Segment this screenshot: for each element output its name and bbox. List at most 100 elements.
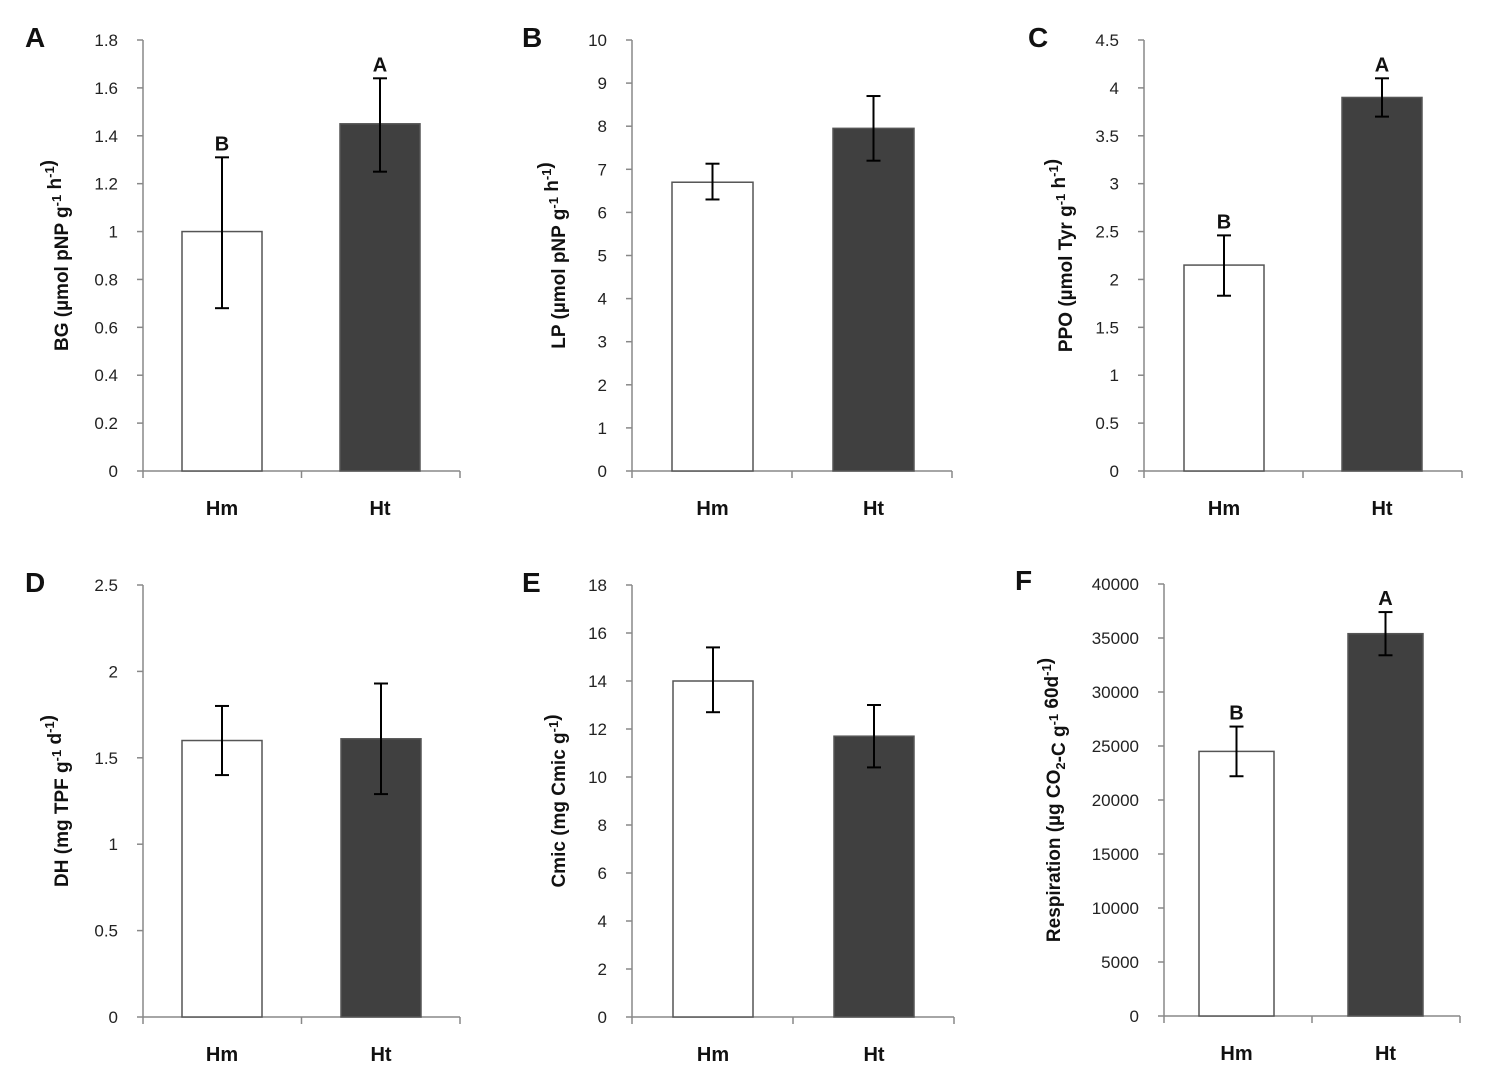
y-tick-label: 8 xyxy=(598,816,607,835)
y-tick-label: 0 xyxy=(1110,462,1119,481)
y-axis-label: DH (mg TPF g-1 d-1) xyxy=(38,715,73,887)
bar-Ht xyxy=(339,123,421,472)
y-tick-label: 14 xyxy=(588,672,607,691)
significance-letter: A xyxy=(373,54,387,76)
y-tick-label: 0.5 xyxy=(1095,414,1119,433)
bar-Ht xyxy=(1341,96,1423,472)
y-tick-label: 2 xyxy=(1110,270,1119,289)
y-tick-label: 0 xyxy=(1130,1007,1139,1026)
significance-letter: B xyxy=(1229,703,1243,725)
y-tick-label: 10000 xyxy=(1092,899,1139,918)
significance-letter: B xyxy=(1217,211,1231,233)
panel-A: A 0 0.2 0.4 0.6 0.8 1 1.2 1.4 1.6 1.8 B Hm A Ht BG (µmo… xyxy=(25,22,461,520)
y-tick-label: 0.2 xyxy=(94,414,118,433)
y-tick-label: 1.8 xyxy=(94,31,118,50)
category-label: Hm xyxy=(206,1044,238,1066)
y-tick-label: 1 xyxy=(109,223,118,242)
y-tick-label: 3.5 xyxy=(1095,127,1119,146)
y-axis-label: Respiration (µg CO2-C g-1 60d-1) xyxy=(1035,658,1070,942)
y-axis-label: BG (µmol pNP g-1 h-1) xyxy=(38,160,73,351)
panel-F: F 0 5000 10000 15000 20000 25000 30000 35000 4000… xyxy=(1015,565,1461,1065)
y-tick-label: 4 xyxy=(1110,79,1119,98)
y-tick-label: 1 xyxy=(598,419,607,438)
panel-letter: C xyxy=(1028,22,1048,53)
panel-D: D 0 0.5 1 1.5 2 2.5 Hm Ht DH (mg TPF g-1 d-1) xyxy=(25,567,461,1066)
bar-Hm xyxy=(181,739,263,1018)
y-tick-label: 0.8 xyxy=(94,270,118,289)
significance-letter: A xyxy=(1378,588,1392,610)
significance-letter: B xyxy=(215,133,229,155)
y-tick-label: 10 xyxy=(588,768,607,787)
y-tick-label: 9 xyxy=(598,74,607,93)
y-tick-label: 5000 xyxy=(1101,953,1139,972)
y-tick-label: 1.6 xyxy=(94,79,118,98)
y-tick-label: 0 xyxy=(109,1008,118,1027)
bar-Ht xyxy=(833,735,915,1018)
panel-letter: E xyxy=(522,567,541,598)
bar-Hm xyxy=(1183,264,1265,472)
y-tick-label: 7 xyxy=(598,160,607,179)
bar-Ht xyxy=(832,127,915,472)
y-tick-label: 4.5 xyxy=(1095,31,1119,50)
category-label: Ht xyxy=(369,498,390,520)
bar-Hm xyxy=(672,680,754,1018)
y-axis-label: LP (µmol pNP g-1 h-1) xyxy=(535,162,570,348)
y-tick-label: 10 xyxy=(588,31,607,50)
category-label: Ht xyxy=(863,498,884,520)
panel-E: E 0 2 4 6 8 10 12 14 16 18 Hm Ht Cmic (mg Cmic g-1) xyxy=(522,567,955,1066)
y-tick-label: 0.6 xyxy=(94,318,118,337)
y-tick-label: 5 xyxy=(598,247,607,266)
y-tick-label: 0 xyxy=(109,462,118,481)
bar-Hm xyxy=(1198,750,1275,1017)
y-tick-label: 1.2 xyxy=(94,175,118,194)
y-tick-label: 4 xyxy=(598,290,607,309)
y-tick-label: 0 xyxy=(598,462,607,481)
category-label: Ht xyxy=(370,1044,391,1066)
y-tick-label: 40000 xyxy=(1092,575,1139,594)
panel-letter: B xyxy=(522,22,542,53)
category-label: Ht xyxy=(1371,498,1392,520)
category-label: Hm xyxy=(1220,1043,1252,1065)
y-tick-label: 0.5 xyxy=(94,922,118,941)
y-tick-label: 0 xyxy=(598,1008,607,1027)
category-label: Hm xyxy=(206,498,238,520)
y-tick-label: 15000 xyxy=(1092,845,1139,864)
y-axis-label: Cmic (mg Cmic g-1) xyxy=(542,714,570,887)
y-tick-label: 2 xyxy=(598,376,607,395)
y-tick-label: 6 xyxy=(598,864,607,883)
y-tick-label: 6 xyxy=(598,203,607,222)
bar-Ht xyxy=(1347,632,1424,1017)
y-tick-label: 30000 xyxy=(1092,683,1139,702)
y-tick-label: 16 xyxy=(588,624,607,643)
y-tick-label: 1 xyxy=(109,835,118,854)
y-tick-label: 20000 xyxy=(1092,791,1139,810)
y-tick-label: 4 xyxy=(598,912,607,931)
significance-letter: A xyxy=(1375,54,1389,76)
panel-letter: F xyxy=(1015,565,1032,596)
category-label: Ht xyxy=(863,1044,884,1066)
y-tick-label: 2.5 xyxy=(94,576,118,595)
y-tick-label: 2 xyxy=(598,960,607,979)
panel-B: B 0 1 2 3 4 5 6 7 8 9 10 Hm Ht LP (µmol pNP g-1 h-1) xyxy=(522,22,953,520)
category-label: Hm xyxy=(696,498,728,520)
y-tick-label: 3 xyxy=(598,333,607,352)
y-tick-label: 8 xyxy=(598,117,607,136)
panel-letter: D xyxy=(25,567,45,598)
y-tick-label: 1 xyxy=(1110,366,1119,385)
y-tick-label: 35000 xyxy=(1092,629,1139,648)
y-tick-label: 0.4 xyxy=(94,366,118,385)
y-tick-label: 3 xyxy=(1110,175,1119,194)
y-tick-label: 2.5 xyxy=(1095,223,1119,242)
y-tick-label: 1.5 xyxy=(94,749,118,768)
panel-letter: A xyxy=(25,22,45,53)
panel-C: C 0 0.5 1 1.5 2 2.5 3 3.5 4 4.5 B Hm A Ht PPO (µmol Tyr… xyxy=(1028,22,1463,520)
y-tick-label: 1.5 xyxy=(1095,318,1119,337)
y-tick-label: 2 xyxy=(109,662,118,681)
category-label: Hm xyxy=(1208,498,1240,520)
category-label: Hm xyxy=(697,1044,729,1066)
y-tick-label: 12 xyxy=(588,720,607,739)
y-tick-label: 1.4 xyxy=(94,127,118,146)
bar-Hm xyxy=(671,181,754,472)
category-label: Ht xyxy=(1375,1043,1396,1065)
